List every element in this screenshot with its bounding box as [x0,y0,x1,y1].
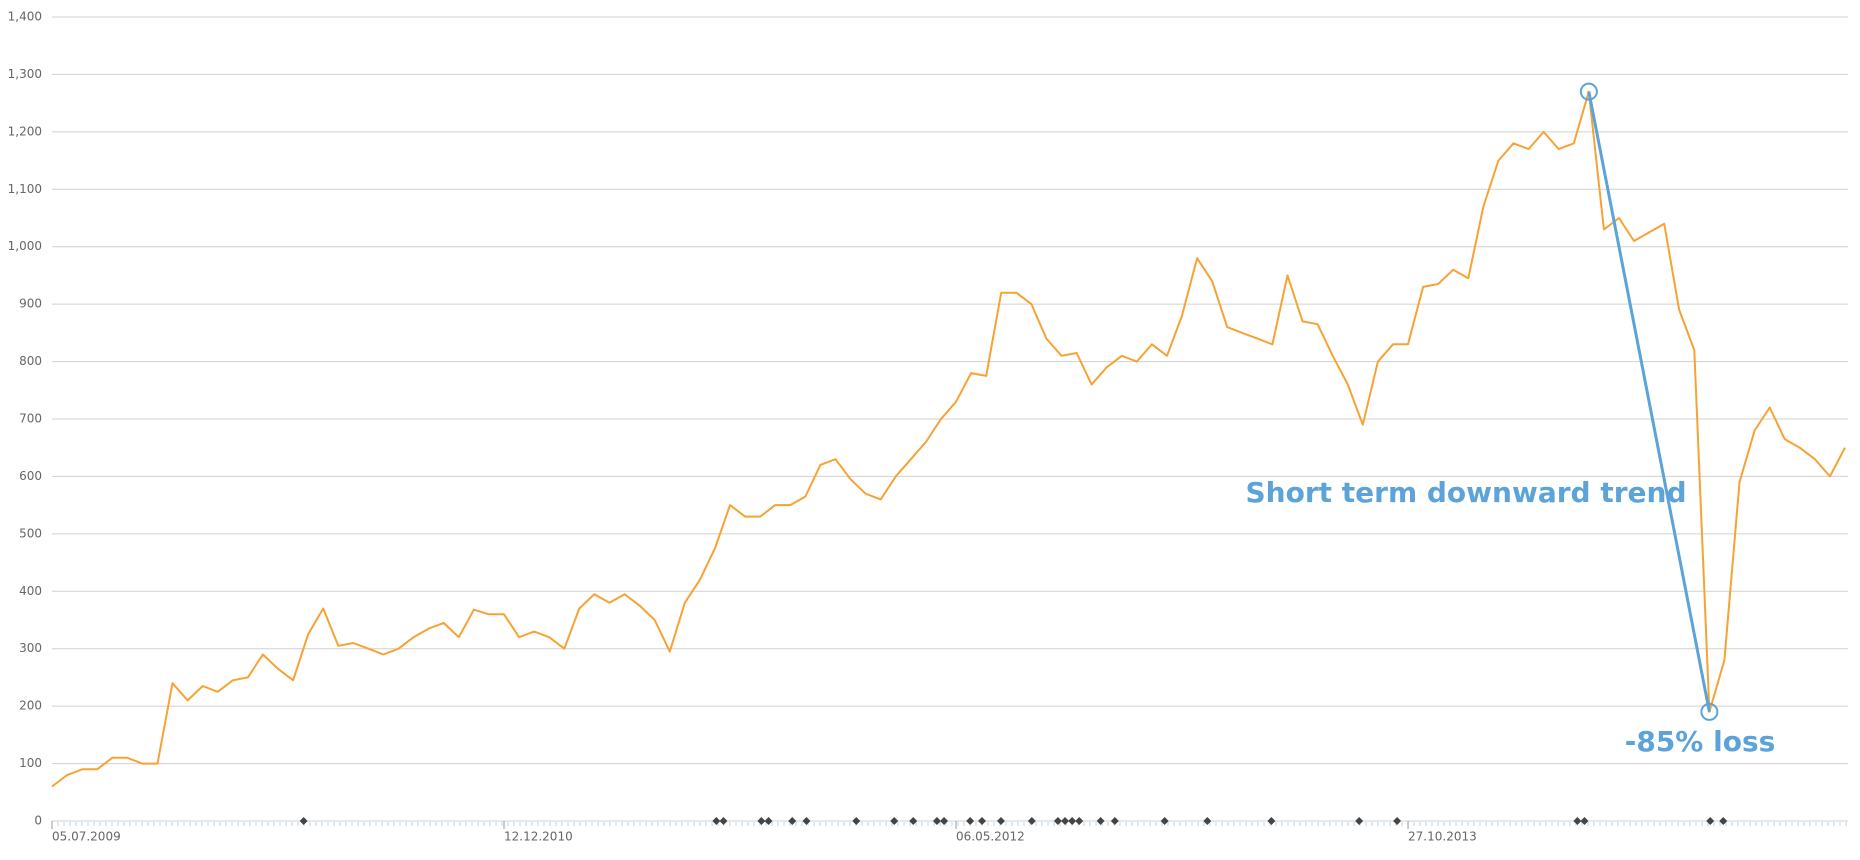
event-marker [890,817,899,825]
event-marker [1719,817,1728,825]
x-tick-label: 06.05.2012 [956,830,1025,844]
y-tick-label: 1,300 [8,67,42,81]
y-tick-label: 600 [19,469,42,483]
y-tick-label: 1,200 [8,124,42,138]
event-marker [1573,817,1582,825]
y-tick-label: 1,400 [8,10,42,24]
event-marker [940,817,949,825]
y-tick-label: 300 [19,641,42,655]
event-marker [1075,817,1084,825]
event-marker [909,817,918,825]
line-series [51,90,1846,788]
event-marker [1706,817,1715,825]
event-marker [1053,817,1062,825]
event-marker [1110,817,1119,825]
event-marker [932,817,941,825]
event-marker [1068,817,1077,825]
y-tick-label: 800 [19,354,42,368]
event-marker [966,817,975,825]
event-marker [1096,817,1105,825]
y-tick-label: 1,000 [8,239,42,253]
y-tick-label: 0 [34,814,42,828]
x-tick-label: 27.10.2013 [1408,830,1477,844]
y-tick-label: 200 [19,699,42,713]
event-marker [802,817,811,825]
event-marker [852,817,861,825]
event-marker [788,817,797,825]
y-tick-label: 100 [19,756,42,770]
annotation: Short term downward trend [1246,476,1687,509]
event-marker [1580,817,1589,825]
trough-marker [1700,702,1719,721]
event-marker [1267,817,1276,825]
event-marker [299,817,308,825]
y-tick-label: 700 [19,412,42,426]
event-marker [996,817,1005,825]
event-marker [757,817,766,825]
event-marker [1355,817,1364,825]
event-marker [719,817,728,825]
y-tick-label: 400 [19,584,42,598]
event-marker [978,817,987,825]
event-marker [1061,817,1070,825]
event-marker [1203,817,1212,825]
x-tick-label: 12.12.2010 [504,830,573,844]
event-marker [764,817,773,825]
event-marker [712,817,721,825]
y-tick-label: 500 [19,526,42,540]
peak-marker [1579,82,1598,101]
event-marker [1027,817,1036,825]
annotation: -85% loss [1625,725,1776,758]
trend-line [1587,91,1711,713]
event-marker [1393,817,1402,825]
event-marker [1160,817,1169,825]
y-tick-label: 1,100 [8,182,42,196]
y-tick-label: 900 [19,297,42,311]
x-tick-label: 05.07.2009 [52,830,121,844]
